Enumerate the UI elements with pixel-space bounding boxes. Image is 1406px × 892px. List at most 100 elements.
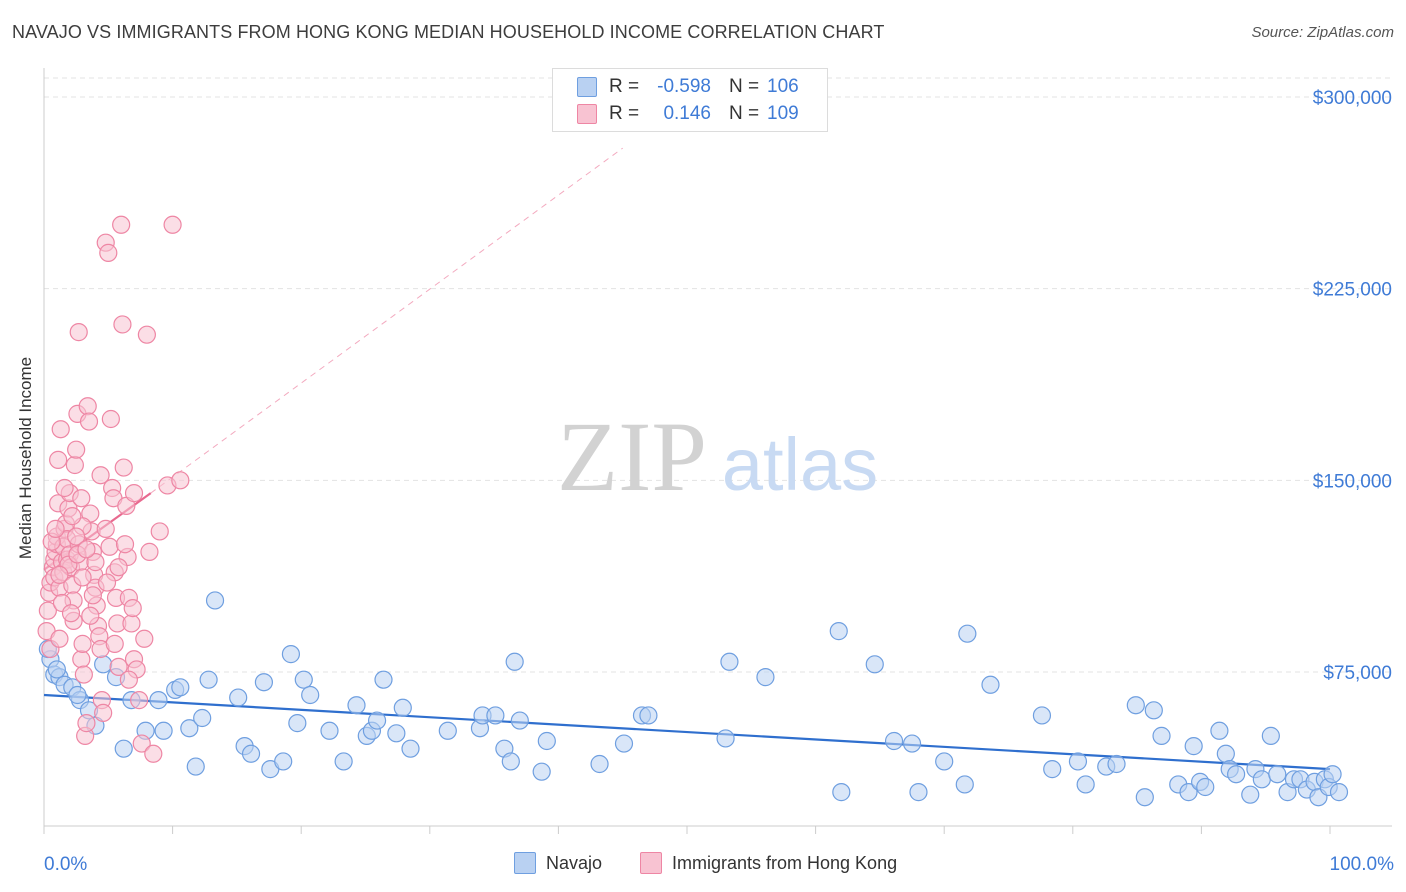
data-point (114, 458, 133, 477)
data-point (86, 553, 105, 572)
data-point (99, 243, 118, 262)
data-point (590, 754, 609, 774)
data-point (101, 409, 120, 429)
data-point (61, 604, 81, 623)
data-point (51, 420, 70, 439)
legend-row-navajo: R = -0.598 N = 106 (577, 75, 799, 99)
data-point (79, 412, 99, 431)
data-point (241, 744, 261, 763)
data-point (130, 691, 149, 710)
legend-n-value: 106 (767, 76, 799, 97)
grid-lines (44, 77, 1392, 673)
data-point (367, 711, 387, 730)
data-point (1252, 770, 1271, 789)
data-point (38, 601, 57, 620)
data-point (140, 542, 159, 561)
data-point (74, 665, 93, 684)
data-point (186, 757, 205, 776)
data-point (486, 706, 505, 725)
data-point (438, 721, 457, 740)
y-tick-label: $75,000 (1323, 663, 1392, 684)
legend-swatch-hong-kong (577, 104, 597, 124)
data-point (100, 537, 119, 556)
data-point (199, 670, 218, 689)
data-point (829, 622, 848, 641)
data-point (112, 215, 131, 234)
data-point (1076, 775, 1095, 794)
data-point (55, 478, 74, 498)
series-points-1 (37, 215, 190, 763)
data-point (1227, 765, 1246, 784)
data-point (119, 670, 138, 689)
data-point (122, 614, 141, 633)
data-point (135, 629, 154, 648)
data-point (510, 711, 529, 730)
data-point (123, 599, 142, 618)
data-point (334, 752, 353, 771)
series-legend-hong-kong[interactable]: Immigrants from Hong Kong (640, 852, 897, 874)
data-point (83, 586, 102, 605)
y-tick-label: $225,000 (1313, 280, 1392, 301)
data-point (73, 634, 92, 653)
watermark-zip: ZIP (557, 401, 707, 512)
data-point (73, 568, 92, 587)
chart-title: NAVAJO VS IMMIGRANTS FROM HONG KONG MEDI… (12, 22, 885, 42)
data-point (935, 752, 954, 771)
legend-r-value: -0.598 (657, 76, 711, 97)
data-point (639, 706, 658, 725)
series-legend-navajo[interactable]: Navajo (514, 852, 602, 874)
data-point (115, 535, 135, 554)
axes (43, 68, 1392, 834)
data-point (65, 455, 84, 475)
data-point (374, 670, 393, 689)
data-point (69, 323, 88, 342)
data-point (401, 739, 420, 758)
data-point (1068, 752, 1088, 771)
legend-r-label: R = (609, 76, 640, 97)
data-point (171, 678, 190, 697)
data-point (149, 691, 168, 710)
data-point (50, 629, 69, 648)
data-point (716, 729, 735, 748)
legend-swatch-navajo (577, 77, 597, 97)
data-point (1261, 726, 1280, 745)
data-point (1184, 737, 1203, 756)
data-point (81, 606, 100, 625)
legend-r-value: 0.146 (663, 103, 711, 124)
data-point (614, 734, 634, 753)
data-point (137, 325, 156, 344)
data-point (884, 731, 904, 751)
data-point (294, 670, 313, 689)
data-point (1210, 721, 1229, 740)
data-point (72, 489, 91, 508)
data-point (94, 655, 113, 674)
series-swatch-hong-kong (640, 852, 662, 874)
data-point (229, 688, 248, 707)
trend-line-extension (150, 147, 623, 494)
data-point (1268, 765, 1287, 784)
data-point (1032, 706, 1052, 725)
data-point (77, 714, 96, 733)
data-point (91, 466, 110, 485)
data-point (46, 519, 65, 538)
data-point (1216, 744, 1235, 763)
data-point (301, 685, 320, 705)
data-point (97, 573, 117, 592)
y-tick-label: $300,000 (1313, 88, 1392, 109)
data-point (387, 724, 406, 743)
data-point (114, 739, 133, 758)
data-point (1323, 765, 1342, 784)
data-point (1144, 701, 1163, 720)
data-point (67, 527, 86, 546)
data-point (78, 397, 97, 416)
data-point (532, 762, 551, 781)
x-tick-label-min: 0.0% (44, 854, 87, 875)
series-swatch-navajo (514, 852, 536, 874)
data-point (96, 519, 115, 538)
data-point (77, 540, 96, 559)
data-point (180, 719, 199, 738)
data-point (393, 698, 412, 717)
data-point (1107, 754, 1126, 774)
data-point (47, 660, 66, 679)
